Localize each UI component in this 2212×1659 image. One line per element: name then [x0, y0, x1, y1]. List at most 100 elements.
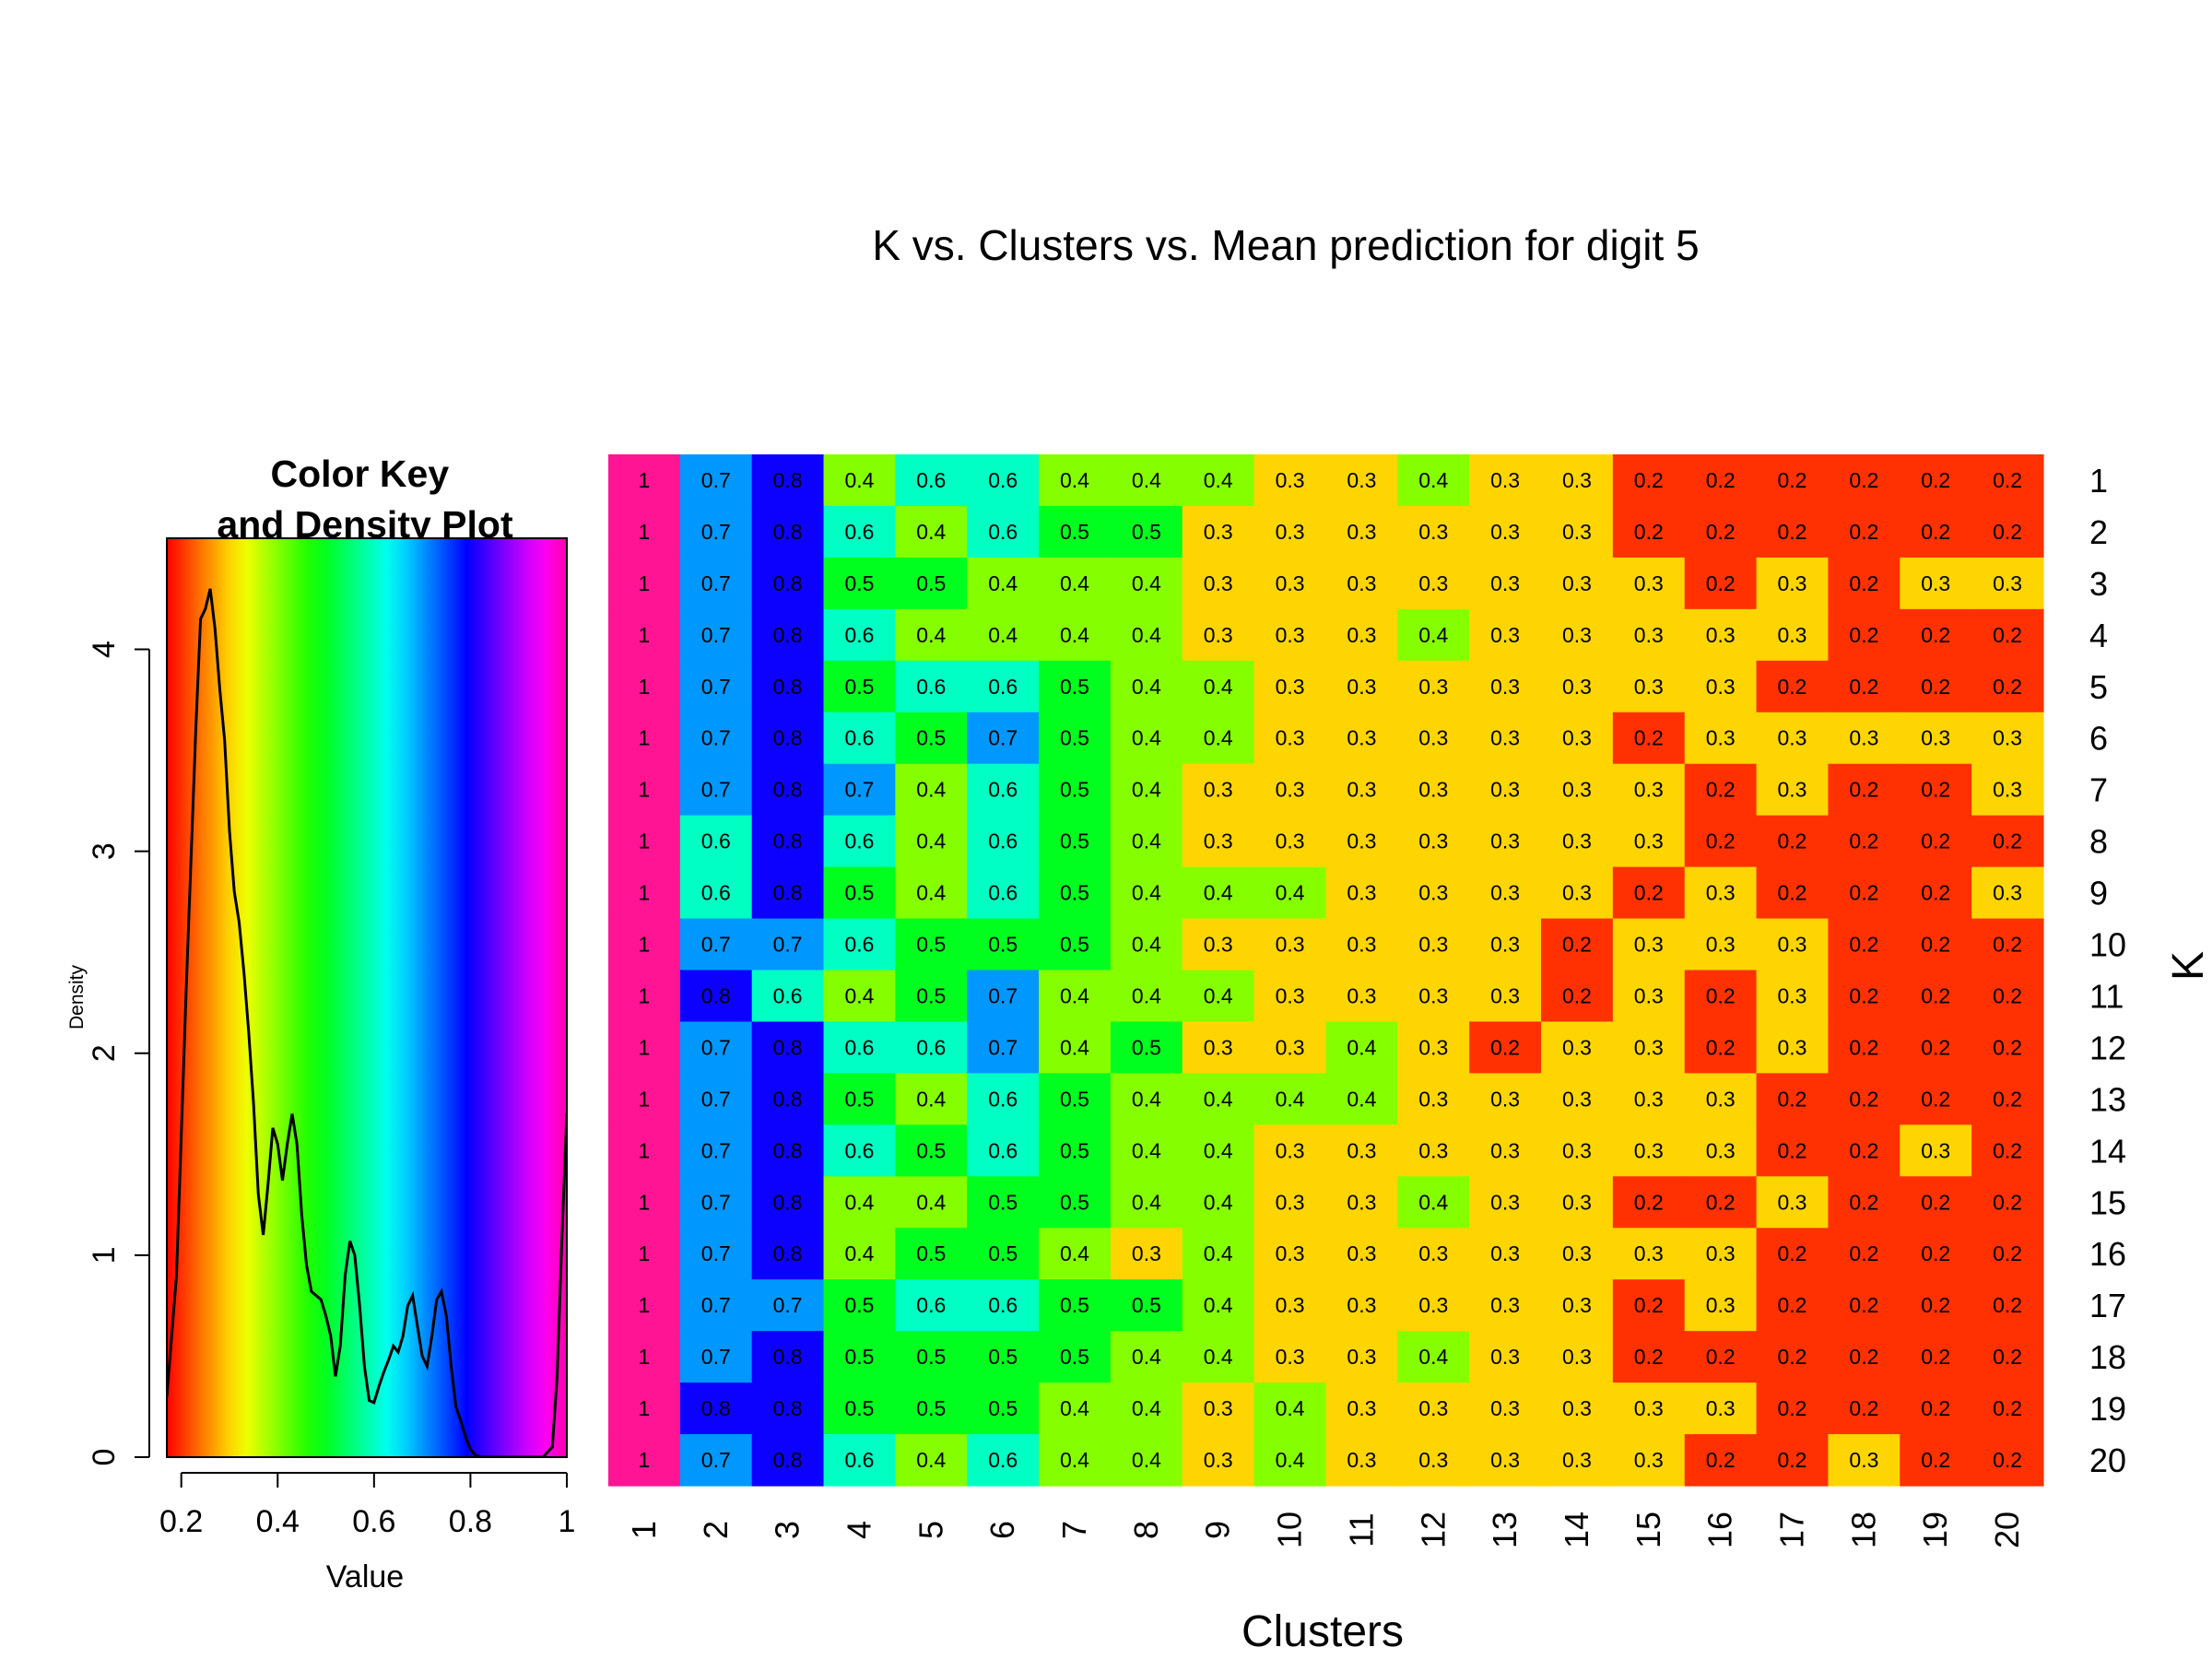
- heatmap-cell-label: 0.3: [1204, 520, 1233, 544]
- heatmap-cell: [1325, 1434, 1398, 1487]
- heatmap-cell-label: 0.5: [1060, 675, 1089, 699]
- heatmap-cell: [1325, 1228, 1398, 1280]
- heatmap-cell: [679, 763, 753, 817]
- heatmap-cell-label: 0.8: [773, 571, 803, 595]
- heatmap-cell: [895, 918, 968, 971]
- heatmap-cell-label: 0.3: [1347, 984, 1376, 1008]
- heatmap-cell: [608, 557, 681, 610]
- heatmap-cell: [1828, 1073, 1900, 1125]
- heatmap-cell-label: 0.3: [1562, 571, 1592, 595]
- heatmap-cell-label: 0.4: [1132, 571, 1161, 595]
- heatmap-cell-label: 0.6: [845, 1448, 875, 1472]
- heatmap-cell: [1253, 1124, 1327, 1177]
- heatmap-cell: [1397, 1176, 1470, 1229]
- heatmap-cell: [1756, 970, 1830, 1023]
- heatmap-cell: [1325, 454, 1398, 507]
- heatmap-cell: [1900, 557, 1972, 610]
- heatmap-cell-label: 0.3: [1347, 571, 1376, 595]
- heatmap-cell: [1828, 918, 1900, 971]
- heatmap-cell-label: 0.4: [1132, 778, 1161, 802]
- heatmap-cell-label: 0.2: [1706, 468, 1735, 492]
- heatmap-cell: [967, 1021, 1040, 1074]
- heatmap-cell-label: 0.4: [1276, 1087, 1305, 1111]
- heatmap-cell: [895, 763, 968, 817]
- heatmap-cell: [1541, 1279, 1614, 1332]
- heatmap-cell: [751, 866, 825, 920]
- heatmap-cell: [1397, 505, 1470, 559]
- heatmap-cell-label: 0.6: [988, 881, 1018, 905]
- heatmap-cell: [608, 608, 681, 662]
- heatmap-cell: [1900, 1279, 1972, 1332]
- heatmap-cell-label: 0.6: [988, 520, 1018, 544]
- heatmap-cell: [1182, 1124, 1255, 1177]
- heatmap-cell: [1541, 970, 1614, 1023]
- heatmap-cell-label: 0.3: [1276, 675, 1305, 699]
- heatmap-cell: [1325, 815, 1398, 868]
- heatmap-cell-label: 1: [639, 1138, 651, 1162]
- heatmap-cell: [1971, 815, 2044, 868]
- row-label: 6: [2089, 720, 2108, 758]
- heatmap-cell: [1182, 1073, 1255, 1125]
- heatmap-cell-label: 0.3: [1418, 1396, 1448, 1420]
- heatmap-cell: [1182, 712, 1255, 765]
- heatmap-cell-label: 0.3: [1347, 1396, 1376, 1420]
- heatmap-cell: [1469, 866, 1542, 920]
- heatmap-cell-label: 0.3: [1634, 830, 1664, 853]
- heatmap-cell-label: 0.2: [1993, 1448, 2022, 1472]
- heatmap-cell: [1469, 918, 1542, 971]
- column-label: 6: [983, 1521, 1021, 1539]
- heatmap-cell-label: 1: [639, 1396, 651, 1420]
- column-label: 13: [1486, 1512, 1524, 1548]
- heatmap-cell: [679, 1434, 753, 1487]
- heatmap-cell: [679, 1124, 753, 1177]
- heatmap-cell: [1253, 866, 1327, 920]
- heatmap-cell: [823, 866, 896, 920]
- heatmap-cell: [751, 815, 825, 868]
- heatmap-cell-label: 0.5: [845, 1345, 875, 1369]
- heatmap-cell-label: 0.5: [1132, 520, 1161, 544]
- heatmap-cell-label: 0.2: [1706, 520, 1735, 544]
- heatmap-cell: [1253, 1021, 1327, 1074]
- heatmap-cell: [1971, 557, 2044, 610]
- heatmap-cell-label: 0.3: [1418, 571, 1448, 595]
- heatmap-cell: [1684, 1073, 1758, 1125]
- heatmap-cell: [1325, 1176, 1398, 1229]
- heatmap-cell: [1469, 1279, 1542, 1332]
- heatmap-cell-label: 0.8: [773, 520, 803, 544]
- heatmap-cell-label: 0.6: [773, 984, 803, 1008]
- heatmap-cell: [1900, 1382, 1972, 1435]
- heatmap-cell: [1110, 505, 1183, 559]
- heatmap-cell: [967, 454, 1040, 507]
- heatmap-cell-label: 0.2: [1778, 520, 1807, 544]
- heatmap-cell-label: 0.2: [1562, 933, 1592, 957]
- heatmap-cell: [895, 1124, 968, 1177]
- heatmap-cell: [679, 1021, 753, 1074]
- heatmap-cell-label: 0.3: [1562, 830, 1592, 853]
- heatmap-cell: [895, 505, 968, 559]
- heatmap-cell-label: 0.4: [916, 1190, 946, 1214]
- column-label: 2: [697, 1521, 735, 1539]
- heatmap-cell-label: 0.3: [1204, 1448, 1233, 1472]
- column-label: 15: [1630, 1512, 1667, 1548]
- heatmap-cell: [1612, 815, 1686, 868]
- heatmap-cell-label: 0.3: [1921, 726, 1950, 750]
- heatmap-cell: [1397, 557, 1470, 610]
- heatmap-cell: [967, 660, 1040, 713]
- heatmap-cell: [1900, 1073, 1972, 1125]
- heatmap-cell-label: 1: [639, 1448, 651, 1472]
- heatmap-cell-label: 0.2: [1706, 984, 1735, 1008]
- heatmap-cell: [608, 1279, 681, 1332]
- heatmap-cell-label: 0.2: [1921, 830, 1950, 853]
- heatmap-cell: [679, 1176, 753, 1229]
- heatmap-cell: [895, 1382, 968, 1435]
- heatmap-cell-label: 0.4: [1060, 1448, 1089, 1472]
- heatmap-cell-label: 0.2: [1921, 881, 1950, 905]
- heatmap-cell: [751, 608, 825, 662]
- heatmap-cell-label: 0.7: [988, 1035, 1018, 1059]
- heatmap-cell-label: 0.2: [1849, 1345, 1878, 1369]
- heatmap-cell-label: 0.5: [1132, 1035, 1161, 1059]
- heatmap-cell: [1971, 660, 2044, 713]
- heatmap-cell: [679, 660, 753, 713]
- heatmap-cell: [967, 1073, 1040, 1125]
